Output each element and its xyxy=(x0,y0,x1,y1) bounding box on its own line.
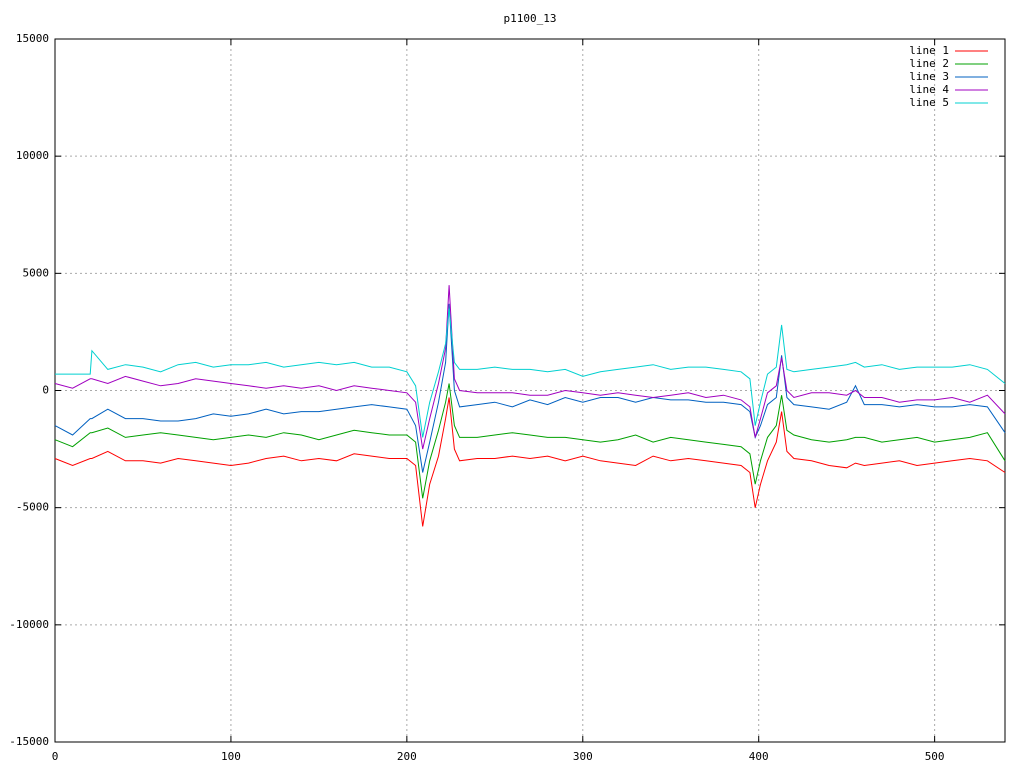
legend-label: line 4 xyxy=(909,83,949,96)
y-tick-label: -10000 xyxy=(9,618,49,631)
legend-label: line 2 xyxy=(909,57,949,70)
x-tick-label: 100 xyxy=(221,750,241,763)
y-tick-label: 0 xyxy=(42,384,49,397)
data-line xyxy=(55,308,1006,438)
legend-label: line 5 xyxy=(909,96,949,109)
y-tick-label: 10000 xyxy=(16,149,49,162)
y-tick-label: -5000 xyxy=(16,501,49,514)
x-tick-label: 200 xyxy=(397,750,417,763)
data-line xyxy=(54,285,1006,450)
x-tick-label: 0 xyxy=(52,750,59,763)
data-line xyxy=(54,303,1006,473)
chart-title: p1100_13 xyxy=(504,12,557,25)
data-line xyxy=(54,383,1006,499)
legend-label: line 3 xyxy=(909,70,949,83)
y-tick-label: 15000 xyxy=(16,32,49,45)
legend-label: line 1 xyxy=(909,44,949,57)
plot-frame xyxy=(54,38,1006,743)
data-line xyxy=(54,397,1006,527)
y-tick-label: 5000 xyxy=(23,266,50,279)
x-tick-label: 300 xyxy=(573,750,593,763)
x-tick-label: 500 xyxy=(925,750,945,763)
y-tick-label: -15000 xyxy=(9,735,49,748)
x-tick-label: 400 xyxy=(749,750,769,763)
